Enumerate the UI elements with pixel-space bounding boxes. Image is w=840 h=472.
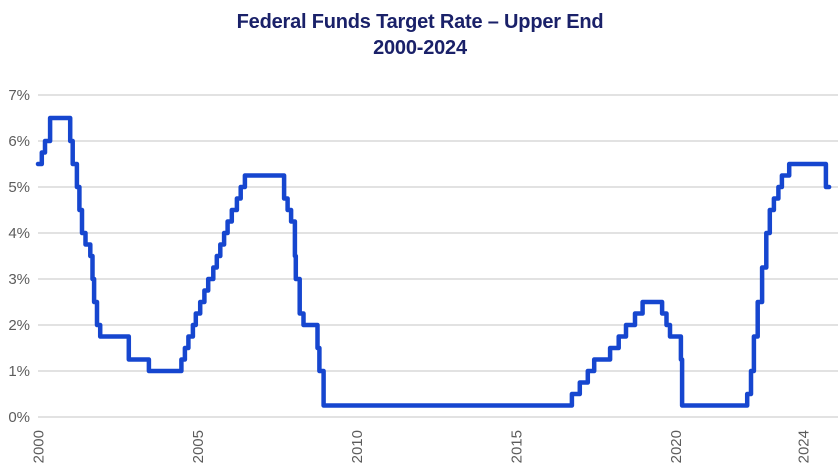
- x-tick-label: 2020: [668, 430, 685, 463]
- y-tick-label: 6%: [8, 133, 30, 150]
- y-tick-label: 0%: [8, 409, 30, 426]
- x-tick-label: 2000: [31, 430, 48, 463]
- rate-line: [35, 115, 832, 408]
- chart-subtitle: 2000-2024: [373, 37, 467, 59]
- chart-title: Federal Funds Target Rate – Upper End: [236, 11, 604, 33]
- y-tick-label: 7%: [8, 87, 30, 104]
- y-tick-label: 5%: [8, 179, 30, 196]
- y-tick-label: 4%: [8, 225, 30, 242]
- x-tick-label: 2005: [190, 430, 207, 463]
- x-tick-label: 2024: [795, 430, 812, 463]
- y-tick-label: 3%: [8, 271, 30, 288]
- x-tick-label: 2015: [509, 430, 526, 463]
- x-tick-label: 2010: [349, 430, 366, 463]
- y-tick-label: 2%: [8, 317, 30, 334]
- y-tick-label: 1%: [8, 363, 30, 380]
